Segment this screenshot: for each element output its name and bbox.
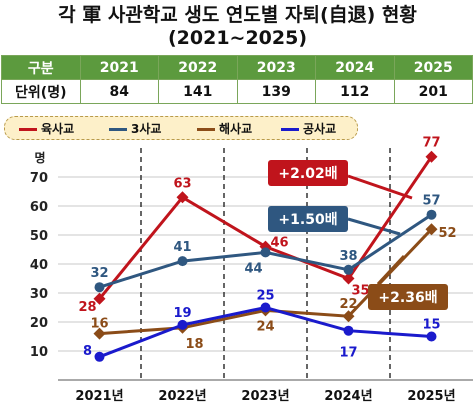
x-tick-label-4: 2025년 <box>407 389 455 404</box>
series-3-label-3: 17 <box>339 346 357 361</box>
series-3-point-1 <box>177 319 188 330</box>
series-1-point-0 <box>94 282 105 293</box>
summary-total-2022: 141 <box>158 79 238 104</box>
legend-item-3: 공사교 <box>281 120 336 137</box>
legend-swatch-2 <box>197 128 215 131</box>
series-0-label-4: 77 <box>422 136 440 151</box>
summary-total-2024: 112 <box>315 79 395 104</box>
series-1-label-2: 44 <box>244 261 262 276</box>
series-1-label-1: 41 <box>173 240 191 255</box>
series-3-point-2 <box>260 302 271 313</box>
x-tick-label-3: 2024년 <box>324 389 372 404</box>
summary-row-label: 단위(명) <box>1 79 81 104</box>
series-0-point-4 <box>425 150 438 163</box>
annotation-box-0 <box>268 160 348 186</box>
y-tick-label-0: 10 <box>30 345 48 360</box>
legend-item-1: 3사교 <box>109 120 161 137</box>
summary-table: 구분 2021 2022 2023 2024 2025 단위(명) 84 141… <box>1 55 473 104</box>
series-3-point-4 <box>426 331 437 342</box>
annotation-arrow-1 <box>347 217 401 236</box>
series-line-0 <box>98 155 433 300</box>
legend-swatch-1 <box>109 128 127 131</box>
annotation-box-2 <box>368 284 448 310</box>
y-tick-label-6: 70 <box>30 171 48 186</box>
series-1-label-0: 32 <box>90 266 108 281</box>
chart-legend: 육사교 3사교 해사교 공사교 <box>4 116 358 140</box>
series-0-label-0: 28 <box>78 300 96 315</box>
series-2-point-0 <box>93 327 106 340</box>
legend-label-3: 공사교 <box>303 122 337 136</box>
annotation-label-0: +2.02배 <box>278 166 337 182</box>
legend-swatch-0 <box>19 128 37 131</box>
series-0-label-3: 35 <box>351 284 369 299</box>
series-2-label-4: 52 <box>438 226 456 241</box>
summary-total-2023: 139 <box>236 79 316 104</box>
chart-subtitle: (2021~2025) <box>167 27 308 49</box>
y-tick-label-5: 60 <box>30 200 48 215</box>
series-0-label-1: 63 <box>173 176 191 191</box>
annotation-box-1 <box>268 206 348 232</box>
series-2-label-3: 22 <box>339 297 357 312</box>
series-0-point-1 <box>176 191 189 204</box>
series-3-label-0: 8 <box>83 344 92 359</box>
summary-year-2024: 2024 <box>315 55 395 80</box>
legend-label-0: 육사교 <box>41 122 75 136</box>
summary-values-row: 단위(명) 84 141 139 112 201 <box>1 79 473 104</box>
series-0-point-0 <box>93 292 106 305</box>
series-2-point-3 <box>342 310 355 323</box>
series-3-label-1: 19 <box>173 306 191 321</box>
series-1-label-3: 38 <box>339 249 357 264</box>
x-tick-label-0: 2021년 <box>75 389 123 404</box>
series-2-label-1: 18 <box>185 337 203 352</box>
legend-item-0: 육사교 <box>19 120 74 137</box>
y-tick-label-2: 30 <box>30 287 48 302</box>
series-2-point-4 <box>425 223 438 236</box>
annotation-label-2: +2.36배 <box>378 290 437 306</box>
series-2-label-0: 16 <box>90 317 108 332</box>
series-1-point-1 <box>177 256 188 267</box>
series-0-point-3 <box>342 272 355 285</box>
summary-header-row: 구분 2021 2022 2023 2024 2025 <box>1 55 473 80</box>
x-tick-label-1: 2022년 <box>158 389 206 404</box>
summary-year-2023: 2023 <box>236 55 316 80</box>
legend-swatch-3 <box>281 128 299 131</box>
series-3-point-0 <box>94 351 105 362</box>
summary-year-2025: 2025 <box>393 55 473 80</box>
y-tick-label-4: 50 <box>30 229 48 244</box>
series-3-label-2: 25 <box>256 289 274 304</box>
summary-total-2021: 84 <box>79 79 159 104</box>
chart-title: 각 軍 사관학교 생도 연도별 자퇴(自退) 현황 <box>58 4 417 26</box>
summary-header-label: 구분 <box>1 55 81 80</box>
y-axis-label: 명 <box>34 151 45 165</box>
series-1-label-4: 57 <box>422 194 440 209</box>
legend-label-1: 3사교 <box>131 122 162 136</box>
series-1-point-2 <box>260 247 271 258</box>
annotation-label-1: +1.50배 <box>278 212 337 228</box>
annotation-arrow-0 <box>347 174 413 200</box>
summary-year-2022: 2022 <box>158 55 238 80</box>
legend-item-2: 해사교 <box>197 120 252 137</box>
summary-total-2025: 201 <box>393 79 473 104</box>
series-3-label-4: 15 <box>422 318 440 333</box>
summary-year-2021: 2021 <box>79 55 159 80</box>
series-1-point-4 <box>426 209 437 220</box>
y-tick-label-1: 20 <box>30 316 48 331</box>
legend-label-2: 해사교 <box>219 122 253 136</box>
series-1-point-3 <box>343 264 354 275</box>
y-tick-label-3: 40 <box>30 258 48 273</box>
series-2-label-2: 24 <box>256 319 274 334</box>
x-tick-label-2: 2023년 <box>241 389 289 404</box>
series-0-label-2: 46 <box>270 236 288 251</box>
series-3-point-3 <box>343 325 354 336</box>
